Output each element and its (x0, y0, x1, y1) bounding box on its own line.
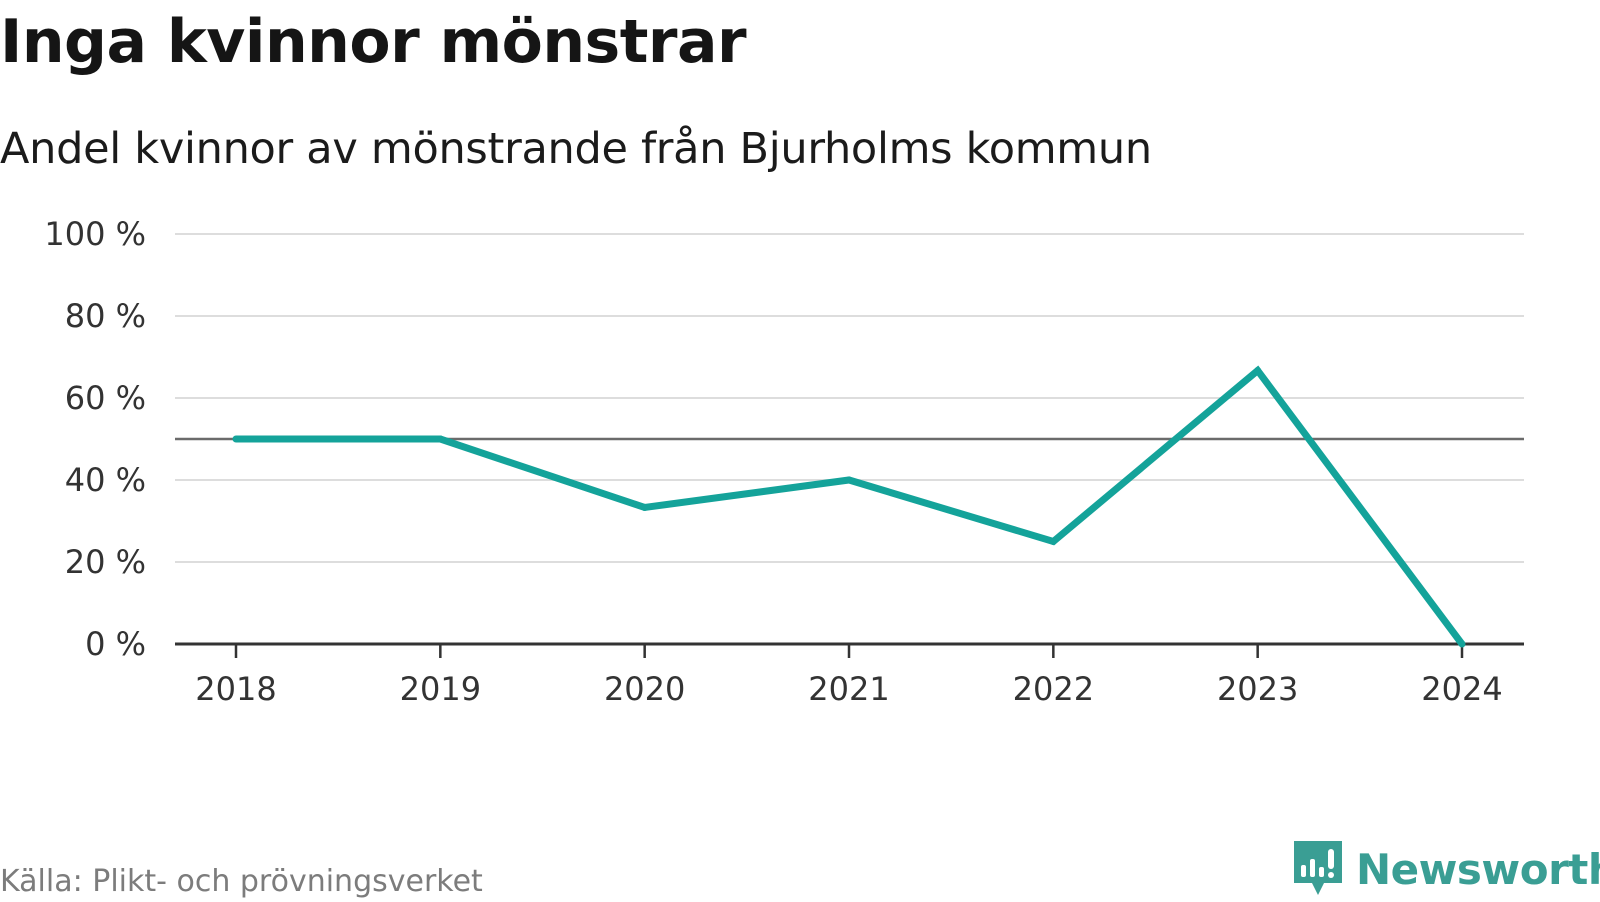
y-tick-label: 100 % (44, 215, 146, 253)
chart-subtitle: Andel kvinnor av mönstrande från Bjurhol… (0, 124, 1152, 174)
data-point (641, 503, 649, 511)
y-tick-label: 0 % (85, 625, 146, 663)
x-tick-label: 2024 (1421, 670, 1502, 708)
source-note: Källa: Plikt- och prövningsverket (0, 864, 483, 899)
data-point (1049, 538, 1057, 545)
y-tick-label: 80 % (65, 297, 146, 335)
data-point (1254, 367, 1262, 375)
newsworthy-logo-icon (1294, 841, 1342, 895)
x-tick-label: 2019 (400, 670, 481, 708)
y-tick-label: 40 % (65, 461, 146, 499)
data-point (232, 435, 240, 443)
data-point (436, 435, 444, 443)
chart-title: Inga kvinnor mönstrar (0, 7, 747, 77)
y-axis-ticks: 0 % 20 % 40 % 60 % 80 % 100 % (44, 215, 146, 663)
x-axis-ticks: 2018 2019 2020 2021 2022 2023 2024 (195, 644, 1503, 708)
x-tick-label: 2018 (195, 670, 276, 708)
data-point (1458, 640, 1466, 648)
x-tick-label: 2023 (1217, 670, 1298, 708)
x-tick-label: 2022 (1013, 670, 1094, 708)
x-tick-label: 2021 (808, 670, 889, 708)
brand-name: Newsworthy (1356, 844, 1600, 894)
data-point (845, 476, 853, 484)
series-group (232, 365, 1466, 648)
x-tick-label: 2020 (604, 670, 685, 708)
brand-logo[interactable]: Newsworthy (1292, 838, 1600, 900)
y-tick-label: 20 % (65, 543, 146, 581)
gridlines (175, 233, 1524, 563)
series-line-0 (236, 365, 1465, 647)
y-tick-label: 60 % (65, 379, 146, 417)
line-chart: 0 % 20 % 40 % 60 % 80 % 100 % 2018 2019 2020 202… (44, 215, 1524, 708)
